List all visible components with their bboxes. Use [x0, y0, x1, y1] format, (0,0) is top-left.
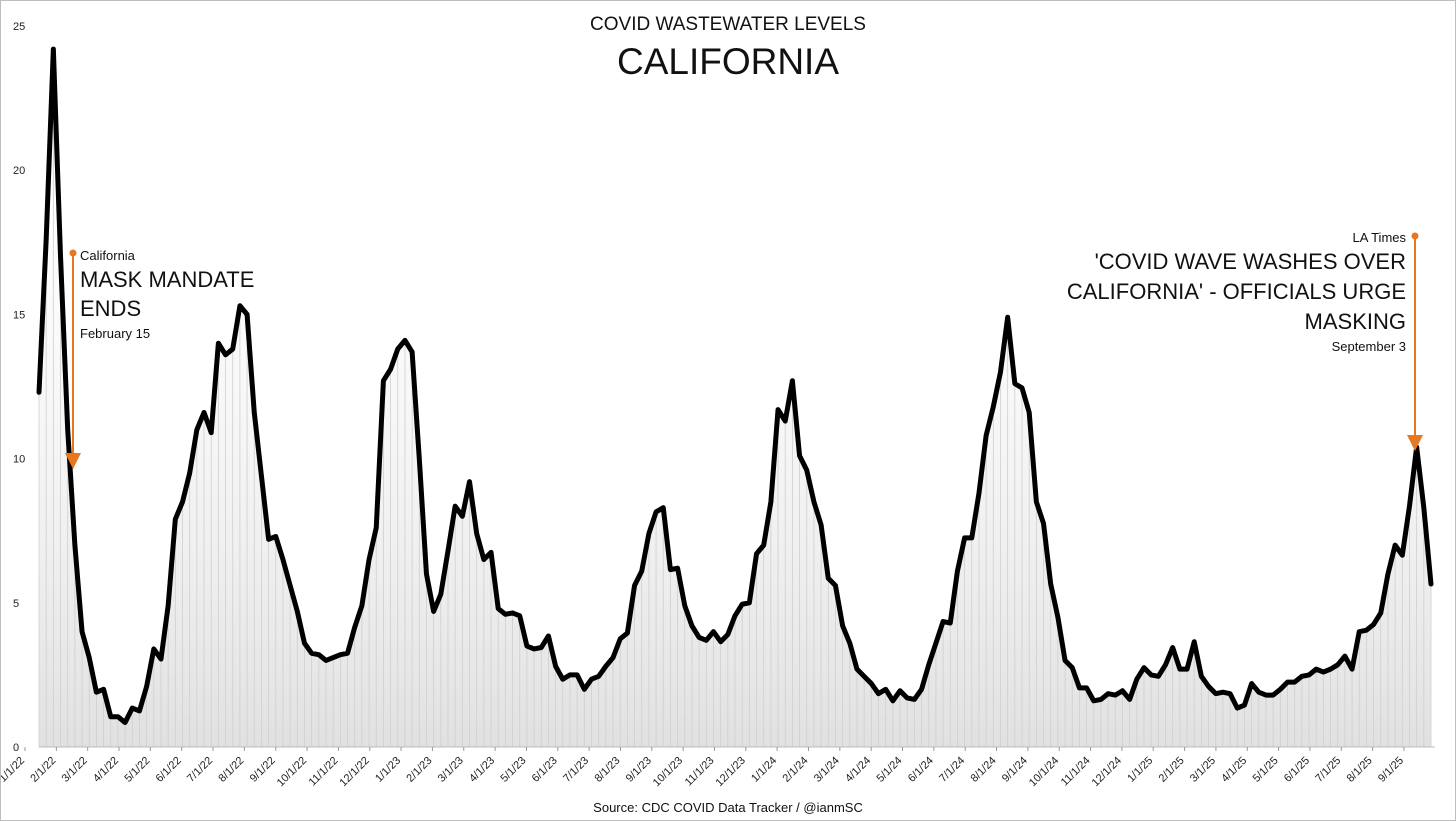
x-tick-label: 2/1/25 [1157, 755, 1187, 785]
x-tick-label: 4/1/24 [843, 755, 873, 785]
x-tick-label: 5/1/22 [122, 755, 152, 785]
x-tick-label: 3/1/24 [812, 755, 842, 785]
x-tick-label: 9/1/24 [1000, 755, 1030, 785]
annotation-kicker: LA Times [1353, 230, 1407, 245]
x-tick-label: 12/1/23 [714, 755, 748, 789]
x-tick-label: 1/1/25 [1125, 755, 1155, 785]
x-tick-label: 7/1/22 [185, 755, 215, 785]
x-tick-label: 12/1/24 [1090, 755, 1124, 789]
x-tick-label: 1/1/24 [749, 755, 779, 785]
x-tick-label: 8/1/23 [592, 755, 622, 785]
area-fill-layer [38, 49, 1432, 747]
x-tick-label: 10/1/23 [651, 755, 685, 789]
series-line [36, 46, 1434, 725]
x-tick-label: 3/1/22 [60, 755, 90, 785]
annotation-headline: CALIFORNIA' - OFFICIALS URGE [1067, 279, 1406, 304]
x-tick-label: 7/1/23 [561, 755, 591, 785]
x-tick-label: 10/1/24 [1027, 755, 1061, 789]
annotation-date: September 3 [1332, 339, 1406, 354]
x-tick-label: 2/1/24 [781, 755, 811, 785]
annotation-date: February 15 [80, 326, 150, 341]
x-tick-label: 11/1/24 [1059, 755, 1093, 789]
annotation-headline: MASKING [1305, 309, 1406, 334]
x-tick-label: 2/1/23 [404, 755, 434, 785]
y-tick-label: 25 [13, 21, 25, 33]
line-layer [36, 46, 1434, 725]
x-tick-label: 6/1/23 [530, 755, 560, 785]
x-tick-label: 1/1/22 [1, 755, 27, 785]
x-tick-label: 11/1/23 [683, 755, 717, 789]
x-tick-label: 6/1/25 [1282, 755, 1312, 785]
x-tick-label: 10/1/22 [275, 755, 309, 789]
x-tick-label: 3/1/23 [436, 755, 466, 785]
x-tick-label: 12/1/22 [337, 755, 371, 789]
x-tick-label: 4/1/22 [91, 755, 121, 785]
x-tick-label: 6/1/24 [906, 755, 936, 785]
x-tick-label: 9/1/25 [1376, 755, 1406, 785]
area-fill [39, 49, 1431, 747]
annotation-headline: ENDS [80, 296, 141, 321]
x-tick-label: 5/1/25 [1251, 755, 1281, 785]
x-tick-label: 8/1/24 [969, 755, 999, 785]
chart-subtitle: COVID WASTEWATER LEVELS [590, 14, 866, 35]
y-tick-label: 5 [13, 598, 19, 610]
source-credit: Source: CDC COVID Data Tracker / @ianmSC [593, 800, 863, 815]
annotation-kicker: California [80, 248, 136, 263]
annotation-layer: California MASK MANDATE ENDS February 15 LA … [65, 230, 1423, 469]
annotation-headline: MASK MANDATE [80, 267, 254, 292]
chart-title: CALIFORNIA [617, 41, 839, 82]
x-tick-label: 11/1/22 [307, 755, 341, 789]
x-tick-label: 6/1/22 [154, 755, 184, 785]
x-tick-label: 5/1/23 [498, 755, 528, 785]
x-tick-label: 4/1/23 [467, 755, 497, 785]
x-tick-label: 2/1/22 [28, 755, 58, 785]
x-tick-label: 4/1/25 [1219, 755, 1249, 785]
x-tick-label: 3/1/25 [1188, 755, 1218, 785]
y-tick-label: 15 [13, 309, 25, 321]
y-tick-label: 0 [13, 742, 19, 754]
x-tick-label: 9/1/22 [248, 755, 278, 785]
x-tick-label: 8/1/22 [216, 755, 246, 785]
x-tick-label: 8/1/25 [1345, 755, 1375, 785]
x-tick-label: 1/1/23 [373, 755, 403, 785]
x-tick-label: 9/1/23 [624, 755, 654, 785]
y-tick-label: 20 [13, 165, 25, 177]
x-tick-label: 5/1/24 [875, 755, 905, 785]
y-tick-label: 10 [13, 454, 25, 466]
annotation-headline: 'COVID WAVE WASHES OVER [1095, 249, 1406, 274]
x-tick-label: 7/1/24 [937, 755, 967, 785]
x-tick-label: 7/1/25 [1313, 755, 1343, 785]
